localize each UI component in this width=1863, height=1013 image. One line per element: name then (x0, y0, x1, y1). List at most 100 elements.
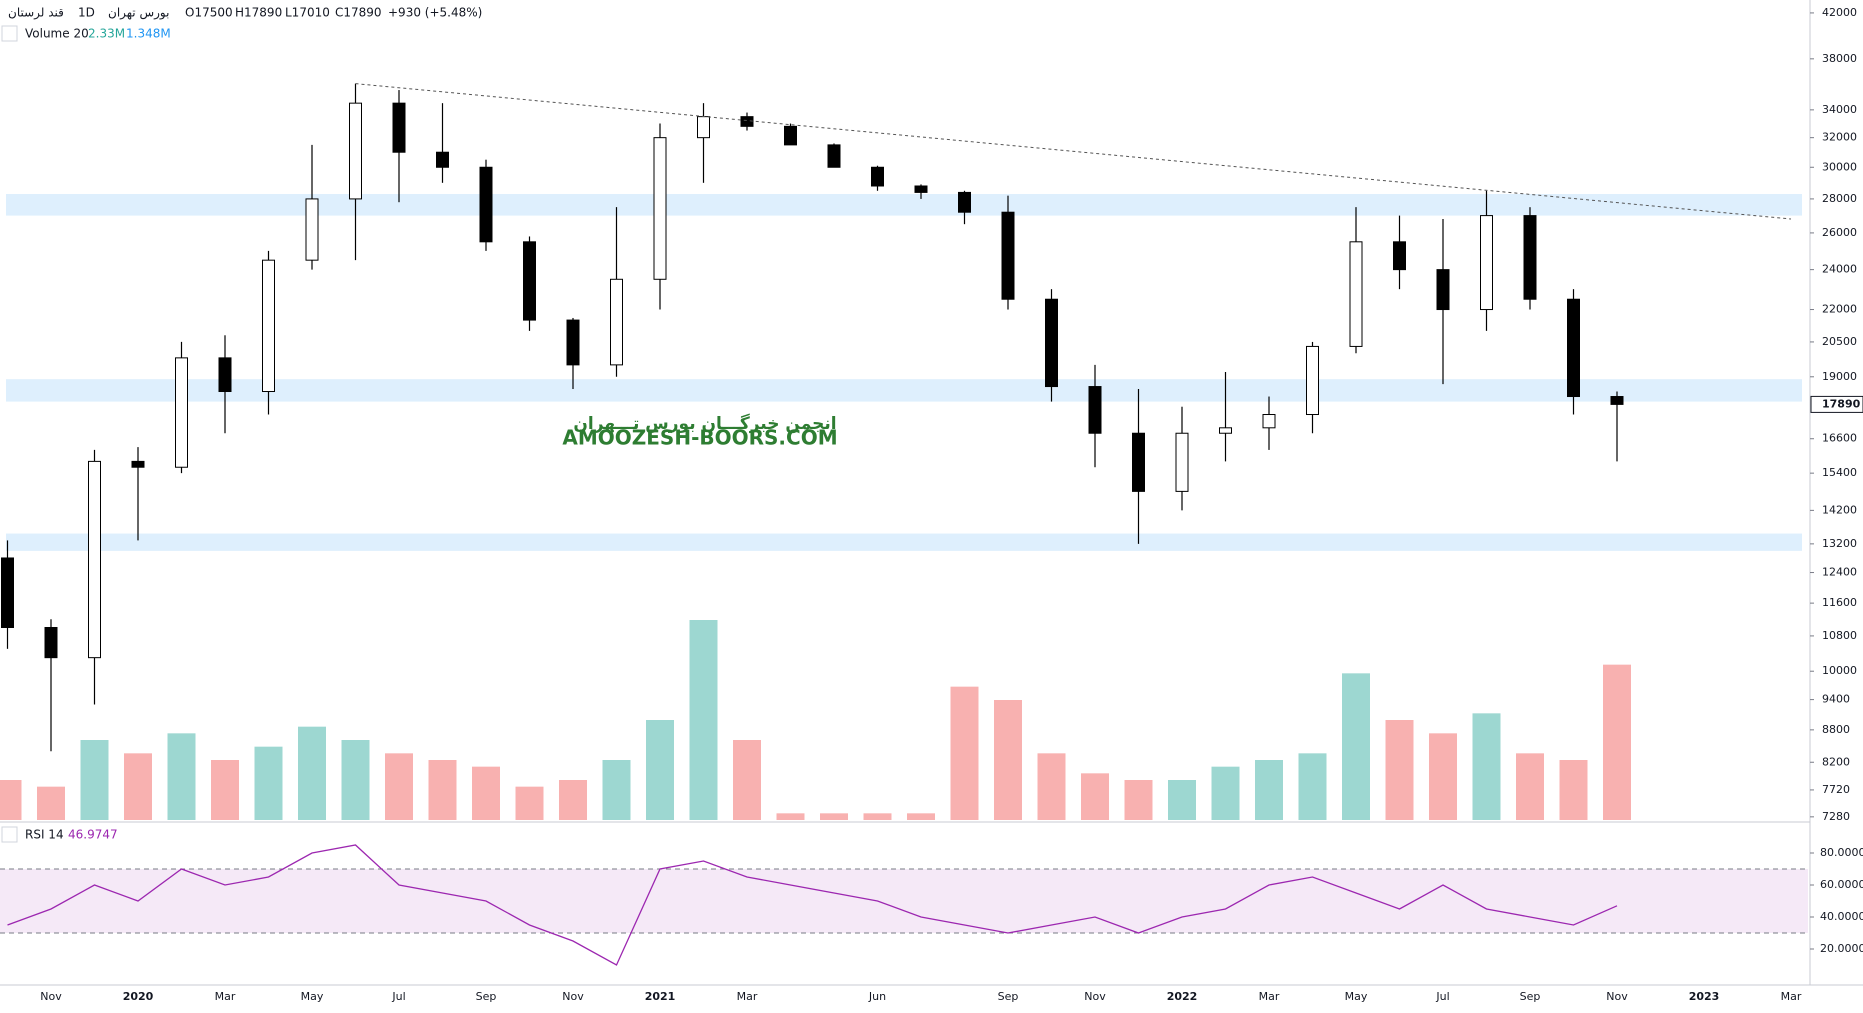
x-tick-label: Jul (1435, 990, 1449, 1003)
y-tick-label: 28000 (1822, 192, 1857, 205)
candle-body (392, 102, 406, 153)
x-tick-label: Sep (998, 990, 1019, 1003)
candle-body (1262, 414, 1276, 429)
volume-label: Volume 20 (25, 27, 89, 41)
volume-bar (1472, 713, 1501, 820)
volume-bar (994, 700, 1022, 820)
y-tick-label: 15400 (1822, 466, 1857, 479)
x-tick-label: May (1345, 990, 1368, 1003)
y-tick-label: 8800 (1822, 723, 1850, 736)
candle-body (1349, 241, 1363, 347)
volume-bar (907, 813, 935, 820)
header: قند لرستان 1D بورس تهران O17500 H17890 L… (1, 6, 482, 843)
interval: 1D (78, 6, 95, 20)
candle-body (523, 241, 536, 321)
y-tick-label: 14200 (1822, 503, 1857, 516)
plot (0, 83, 1802, 820)
volume-bar (1603, 664, 1631, 820)
volume-bar (1124, 780, 1153, 820)
volume-bar (0, 780, 22, 820)
zone (6, 194, 1802, 216)
y-tick-label: 19000 (1822, 370, 1857, 383)
x-tick-label: Nov (562, 990, 584, 1003)
y-tick-label: 8200 (1822, 755, 1850, 768)
volume-bar (1255, 760, 1283, 820)
candle-body (436, 151, 449, 168)
volume-bar (1516, 753, 1544, 820)
x-tick-label: Nov (1606, 990, 1628, 1003)
candle-body (44, 626, 58, 659)
rsi-line (7, 844, 1618, 966)
candle-body (1175, 432, 1189, 492)
y-tick-label: 16600 (1822, 432, 1857, 445)
volume-bar (950, 686, 979, 820)
x-tick-label: 2020 (123, 990, 154, 1003)
exchange: بورس تهران (108, 6, 169, 21)
y-tick-label: 12400 (1822, 566, 1857, 579)
open: O17500 (185, 6, 233, 20)
volume-bar (1385, 720, 1414, 820)
candle-body (479, 166, 493, 243)
volume-bar (385, 753, 413, 820)
volume-bar (863, 813, 892, 820)
y-tick-label: 11600 (1822, 596, 1857, 609)
candle-body (958, 191, 971, 213)
volume-ma: 1.348M (126, 27, 171, 41)
collapse-button[interactable] (1, 826, 18, 843)
x-tick-label: 2023 (1689, 990, 1720, 1003)
x-tick-label: Nov (40, 990, 62, 1003)
x-tick-label: 2022 (1167, 990, 1198, 1003)
x-tick-label: Sep (476, 990, 497, 1003)
volume-bar (1081, 773, 1109, 820)
volume-bar (776, 813, 805, 820)
volume-bar (559, 780, 587, 820)
candle-body (1219, 427, 1232, 434)
volume-bar (428, 760, 457, 820)
candle-body (262, 259, 275, 393)
volume-bar (689, 620, 718, 820)
rsi-label: RSI 14 (25, 828, 64, 842)
y-tick-label: 7720 (1822, 783, 1850, 796)
volume-bar (254, 746, 283, 820)
zone (6, 379, 1802, 402)
candle-body (566, 319, 580, 366)
candle-body (610, 278, 623, 366)
y-tick-label: 24000 (1822, 263, 1857, 276)
candle-body (1436, 269, 1450, 311)
volume-bar (820, 813, 848, 820)
y-tick-label: 32000 (1822, 131, 1857, 144)
low: L17010 (285, 6, 330, 20)
candle-body (1, 557, 14, 628)
volume-bar (298, 726, 326, 820)
rsi-tick-label: 40.0000 (1820, 910, 1863, 923)
x-tick-label: Mar (1259, 990, 1280, 1003)
collapse-button[interactable] (1, 25, 18, 42)
candle-body (1523, 215, 1537, 300)
candle-body (784, 125, 797, 146)
y-tick-label: 26000 (1822, 226, 1857, 239)
volume-bar (1429, 733, 1457, 820)
candle-body (1088, 386, 1102, 434)
candle-body (1045, 298, 1058, 388)
x-tick-label: Mar (1781, 990, 1802, 1003)
candle-body (1480, 215, 1493, 311)
candle-body (653, 137, 667, 280)
volume-bar (167, 733, 196, 820)
volume-bar (37, 786, 65, 820)
y-tick-label: 34000 (1822, 103, 1857, 116)
candle-body (740, 116, 754, 127)
volume-bar (341, 740, 370, 820)
symbol: قند لرستان (8, 6, 64, 21)
volume-bar (80, 740, 109, 820)
watermark: AMOOZESH-BOORS.COM (562, 426, 837, 450)
y-tick-label: 20500 (1822, 335, 1857, 348)
x-tick-label: 2021 (645, 990, 676, 1003)
rsi-band (0, 869, 1808, 933)
candle-body (1610, 396, 1624, 405)
x-tick-label: Mar (737, 990, 758, 1003)
candle-body (305, 198, 319, 261)
candle-body (1132, 432, 1145, 492)
change: +930 (+5.48%) (388, 6, 482, 20)
candle-body (827, 144, 841, 168)
